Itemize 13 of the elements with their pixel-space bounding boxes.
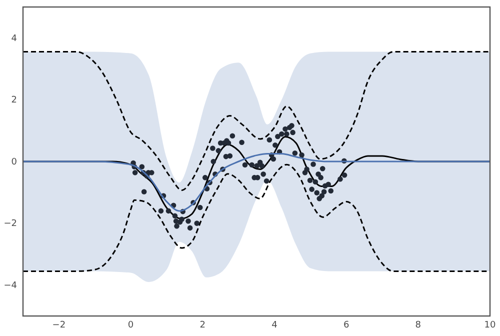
x-tick-label: 2 bbox=[200, 320, 206, 330]
x-tick-label: 10 bbox=[484, 320, 496, 330]
y-tick-label: 0 bbox=[11, 157, 18, 168]
x-tick-label: 4 bbox=[272, 320, 278, 330]
y-tick-label: −2 bbox=[4, 219, 17, 230]
x-tick-label: 6 bbox=[343, 320, 350, 330]
x-tick-label: 0 bbox=[128, 320, 134, 330]
line-series bbox=[22, 51, 491, 191]
x-tick-label: −2 bbox=[52, 320, 66, 330]
x-tick-label: 8 bbox=[415, 320, 422, 330]
y-tick-label: 4 bbox=[11, 34, 18, 44]
y-tick-label: 2 bbox=[11, 96, 17, 106]
y-tick-label: −4 bbox=[4, 280, 18, 291]
